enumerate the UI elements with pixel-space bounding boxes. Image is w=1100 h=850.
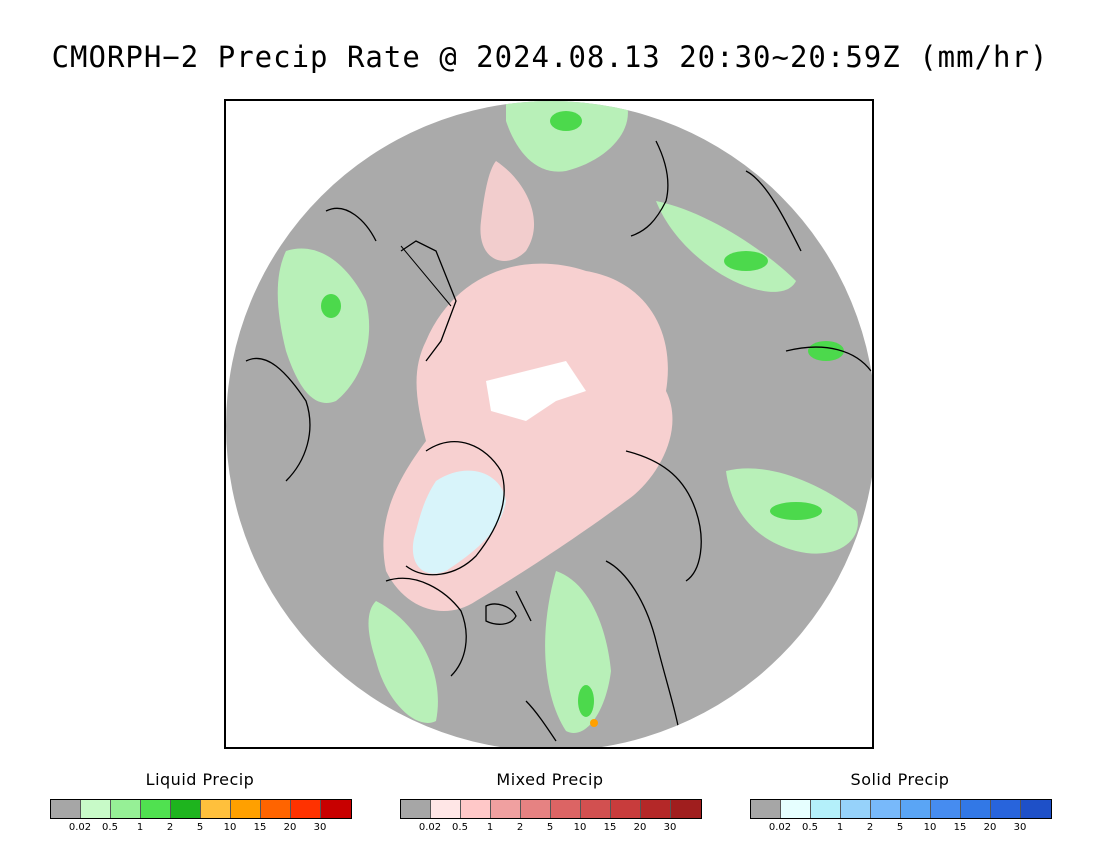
tick-label: 1: [836, 822, 844, 833]
tick-label: 0.02: [768, 822, 792, 833]
legend-swatch: [871, 800, 901, 818]
coastlines: [245, 140, 872, 742]
legend-swatch: [401, 800, 431, 818]
legend-swatch: [931, 800, 961, 818]
tick-label: 0.5: [802, 822, 818, 833]
tick-label: 15: [253, 822, 267, 833]
tick-label: 1: [486, 822, 494, 833]
legend-swatch: [321, 800, 351, 818]
legend-swatch: [581, 800, 611, 818]
tick-label: 20: [283, 822, 297, 833]
legend-swatch: [261, 800, 291, 818]
legend-swatch: [1021, 800, 1051, 818]
tick-label: 10: [923, 822, 937, 833]
tick-label: 15: [953, 822, 967, 833]
tick-label: 2: [166, 822, 174, 833]
legend-swatch: [111, 800, 141, 818]
tick-label: 0.02: [68, 822, 92, 833]
liquid-precip-region: [545, 571, 611, 733]
liquid-precip-region: [277, 248, 370, 403]
liquid-precip-core: [321, 294, 341, 318]
legend-title: Mixed Precip: [496, 770, 604, 789]
legend-mixed: Mixed Precip 0.02 0.5 1 2 5 10 15 20 30: [400, 770, 702, 833]
tick-label: 30: [1013, 822, 1027, 833]
liquid-precip-region: [656, 201, 796, 292]
legend-swatch: [641, 800, 671, 818]
legend-swatch: [991, 800, 1021, 818]
tick-label: 20: [633, 822, 647, 833]
legend-title: Liquid Precip: [145, 770, 255, 789]
tick-label: 5: [546, 822, 554, 833]
map-canvas: [226, 101, 872, 747]
liquid-precip-core: [770, 502, 822, 520]
legend-solid: Solid Precip 0.02 0.5 1 2 5 10 15 20 30: [750, 770, 1052, 833]
legend-swatch: [811, 800, 841, 818]
tick-label: 5: [196, 822, 204, 833]
legend-swatch: [521, 800, 551, 818]
tick-label: 0.02: [418, 822, 442, 833]
liquid-precip-region: [506, 101, 628, 172]
legend-swatch: [551, 800, 581, 818]
tick-label: 10: [573, 822, 587, 833]
tick-label: 5: [896, 822, 904, 833]
color-scale: [50, 799, 352, 819]
color-scale: [750, 799, 1052, 819]
boundary-line: [400, 245, 452, 307]
tick-label: 15: [603, 822, 617, 833]
map-title: CMORPH−2 Precip Rate @ 2024.08.13 20:30~…: [51, 40, 1049, 74]
liquid-precip-core: [578, 685, 594, 717]
legend-swatch: [201, 800, 231, 818]
legend-swatch: [461, 800, 491, 818]
mixed-precip-region: [480, 161, 535, 261]
tick-label: 2: [516, 822, 524, 833]
legend-swatch: [841, 800, 871, 818]
legend-swatch: [671, 800, 701, 818]
tick-label: 1: [136, 822, 144, 833]
liquid-precip-core: [724, 251, 768, 271]
legend-swatch: [751, 800, 781, 818]
legend-swatch: [901, 800, 931, 818]
legend-swatch: [291, 800, 321, 818]
legend-swatch: [51, 800, 81, 818]
color-scale: [400, 799, 702, 819]
no-data-streak: [486, 361, 586, 421]
legend-swatch: [141, 800, 171, 818]
solid-precip-region: [412, 470, 506, 574]
legend-swatch: [491, 800, 521, 818]
tick-label: 20: [983, 822, 997, 833]
liquid-precip-region: [368, 601, 438, 723]
tick-label: 0.5: [102, 822, 118, 833]
liquid-precip-core: [550, 111, 582, 131]
legend-title: Solid Precip: [850, 770, 950, 789]
legend-swatch: [431, 800, 461, 818]
tick-label: 30: [663, 822, 677, 833]
legend-swatch: [171, 800, 201, 818]
legend-swatch: [81, 800, 111, 818]
heavy-precip-spot: [590, 719, 598, 727]
liquid-precip-core: [808, 341, 844, 361]
legend-swatch: [611, 800, 641, 818]
legend-swatch: [231, 800, 261, 818]
tick-label: 0.5: [452, 822, 468, 833]
tick-labels: 0.02 0.5 1 2 5 10 15 20 30: [750, 822, 1050, 836]
polar-precip-map: [224, 99, 874, 749]
tick-label: 10: [223, 822, 237, 833]
tick-label: 2: [866, 822, 874, 833]
tick-label: 30: [313, 822, 327, 833]
legend-liquid: Liquid Precip 0.02 0.5 1 2 5 10 15 20 30: [50, 770, 352, 833]
legend-swatch: [781, 800, 811, 818]
tick-labels: 0.02 0.5 1 2 5 10 15 20 30: [50, 822, 350, 836]
tick-labels: 0.02 0.5 1 2 5 10 15 20 30: [400, 822, 700, 836]
legend-swatch: [961, 800, 991, 818]
